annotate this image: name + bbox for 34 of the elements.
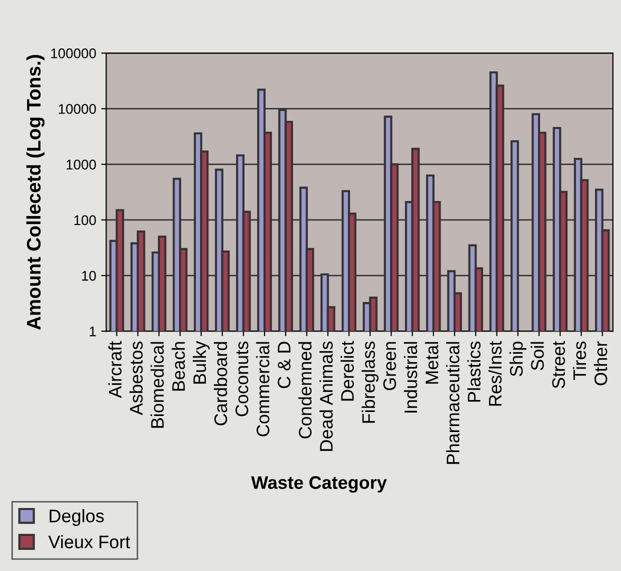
x-tick-label: Other (594, 341, 608, 386)
x-tick-label: Metal (425, 342, 438, 384)
y-tick-label: 1000 (66, 160, 96, 170)
y-axis-title: Amount Collecetd (Log Tons.) (26, 55, 45, 330)
x-tick-label: Tires (572, 342, 586, 380)
y-tick-label: 1 (90, 326, 96, 336)
x-tick-label: Soil (530, 342, 544, 370)
x-tick-label: Bulky (192, 340, 210, 384)
x-tick-label: Biomedical (150, 342, 164, 428)
x-tick-label: Plastics (467, 342, 481, 402)
x-tick-label: C & D (278, 342, 291, 388)
y-tick-label: 10000 (58, 104, 96, 114)
legend-label: Vieux Fort (48, 535, 130, 548)
x-tick-label: Ship (510, 342, 526, 376)
x-tick-label: Condemned (298, 342, 312, 438)
y-tick-label: 10 (82, 270, 96, 281)
x-axis-title: Waste Category (251, 476, 387, 493)
x-tick-label: Res/Inst (488, 341, 502, 406)
x-tick-label: Commercial (256, 342, 270, 436)
x-tick-label: Street (552, 341, 565, 388)
x-tick-label: Green (383, 342, 396, 390)
x-tick-label: Coconuts (235, 342, 248, 416)
x-tick-label: Fibreglass (362, 342, 379, 423)
x-tick-label: Dead Animals (319, 342, 333, 451)
y-tick-label: 100 (74, 215, 96, 226)
y-tick-label: 100000 (51, 48, 96, 58)
x-tick-label: Cardboard (214, 342, 228, 426)
x-tick-label: Pharmaceutical (446, 342, 460, 464)
x-tick-label: Aircraft (108, 341, 122, 398)
x-tick-label: Asbestos (129, 342, 143, 416)
x-tick-label: Beach (172, 342, 185, 391)
x-tick-label: Industrial (404, 342, 418, 412)
x-tick-label: Derelict (340, 341, 354, 401)
legend-label: Deglos (50, 509, 104, 526)
